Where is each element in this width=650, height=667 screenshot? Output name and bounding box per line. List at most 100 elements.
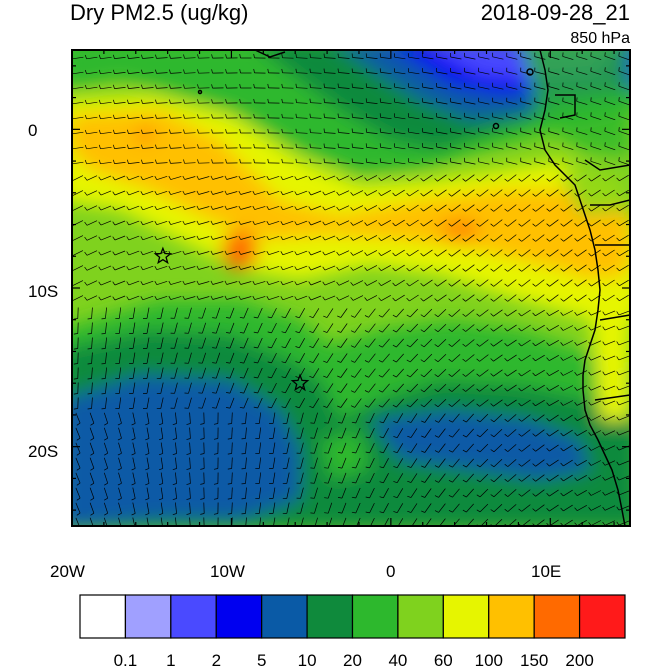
wind-barb-feather bbox=[616, 476, 620, 481]
wind-barb bbox=[451, 189, 461, 197]
wind-barb bbox=[451, 324, 461, 332]
wind-barb bbox=[436, 146, 448, 150]
wind-barb-feather bbox=[322, 206, 326, 211]
wind-barb-feather bbox=[132, 528, 136, 530]
wind-barb-feather bbox=[448, 388, 453, 392]
wind-barb bbox=[424, 443, 432, 453]
wind-barb-feather bbox=[407, 480, 412, 483]
wind-barb-feather bbox=[588, 268, 592, 272]
wind-barb-feather bbox=[84, 84, 87, 89]
wind-barb bbox=[89, 502, 95, 514]
wind-barb-feather bbox=[294, 236, 298, 241]
wind-barb bbox=[184, 132, 196, 134]
wind-barb bbox=[409, 279, 419, 287]
wind-barb bbox=[174, 322, 178, 334]
colorbar-label: 10 bbox=[298, 651, 317, 667]
wind-barb bbox=[576, 161, 588, 165]
wind-barb bbox=[314, 427, 318, 439]
wind-barb-feather bbox=[280, 281, 284, 285]
wind-barb bbox=[312, 323, 320, 333]
wind-barb bbox=[142, 117, 154, 119]
wind-barb bbox=[549, 219, 559, 227]
wind-barb bbox=[507, 309, 517, 317]
wind-barb bbox=[352, 162, 364, 164]
wind-barb-feather bbox=[532, 402, 536, 407]
wind-barb-feather bbox=[448, 238, 452, 242]
wind-barb bbox=[465, 264, 475, 272]
wind-barb bbox=[310, 132, 322, 134]
wind-barb-feather bbox=[588, 417, 592, 421]
wind-barb bbox=[300, 442, 304, 454]
wind-barb-feather bbox=[84, 99, 87, 104]
wind-barb-feather bbox=[267, 331, 272, 334]
wind-barb bbox=[604, 115, 616, 121]
wind-barb-feather bbox=[616, 341, 620, 346]
wind-barb-feather bbox=[267, 128, 269, 133]
wind-barb-feather bbox=[112, 114, 115, 119]
wind-barb bbox=[231, 487, 233, 499]
wind-barb bbox=[408, 86, 420, 90]
wind-barb bbox=[285, 383, 291, 393]
wind-barb-feather bbox=[476, 343, 480, 347]
wind-barb bbox=[352, 132, 364, 134]
wind-barb-feather bbox=[238, 220, 242, 225]
wind-barb bbox=[520, 101, 532, 105]
wind-barb bbox=[619, 294, 629, 302]
wind-barb bbox=[521, 279, 531, 287]
wind-barb-feather bbox=[364, 177, 368, 181]
wind-barb bbox=[338, 280, 350, 286]
wind-barb-feather bbox=[618, 127, 620, 132]
wind-barb bbox=[396, 368, 404, 378]
wind-barb-feather bbox=[239, 391, 244, 394]
wind-barb-feather bbox=[602, 207, 606, 212]
wind-barb bbox=[549, 294, 559, 302]
wind-barb bbox=[142, 220, 154, 226]
wind-barb-feather bbox=[490, 419, 495, 423]
wind-barb-feather bbox=[393, 481, 398, 484]
wind-barb-feather bbox=[560, 492, 564, 497]
wind-barb-feather bbox=[337, 330, 341, 333]
wind-barb bbox=[103, 457, 109, 469]
wind-barb bbox=[535, 324, 545, 332]
wind-barb-feather bbox=[490, 238, 494, 242]
wind-barb-feather bbox=[324, 422, 329, 424]
wind-barb-feather bbox=[158, 513, 163, 516]
wind-barb-feather bbox=[226, 362, 231, 364]
wind-barb bbox=[128, 205, 140, 211]
wind-barb-feather bbox=[196, 190, 200, 195]
wind-barb-feather bbox=[98, 84, 101, 89]
wind-barb-feather bbox=[364, 252, 368, 256]
wind-barb-feather bbox=[294, 221, 298, 226]
wind-barb bbox=[535, 264, 545, 272]
wind-barb-feather bbox=[84, 281, 88, 286]
wind-barb-feather bbox=[364, 297, 368, 301]
wind-barb-feather bbox=[213, 423, 218, 425]
wind-barb bbox=[383, 428, 389, 438]
wind-barb-feather bbox=[462, 464, 467, 468]
wind-barb-feather bbox=[546, 508, 550, 512]
wind-barb-feather bbox=[518, 178, 522, 182]
wind-barb bbox=[132, 427, 136, 439]
wind-barb-feather bbox=[182, 190, 186, 195]
wind-barb bbox=[142, 205, 154, 211]
wind-barb-feather bbox=[504, 493, 509, 497]
wind-barb-feather bbox=[602, 177, 606, 182]
wind-barb bbox=[369, 487, 375, 499]
wind-barb bbox=[296, 162, 308, 164]
wind-barb-feather bbox=[378, 177, 382, 181]
wind-barb-feather bbox=[197, 129, 199, 134]
wind-barb bbox=[174, 367, 178, 379]
wind-barb bbox=[86, 205, 98, 211]
wind-barb bbox=[100, 86, 112, 90]
wind-barb bbox=[409, 398, 419, 408]
wind-barb-feather bbox=[309, 128, 311, 133]
wind-barb-feather bbox=[602, 237, 606, 242]
wind-barb bbox=[451, 204, 461, 212]
wind-barb-feather bbox=[323, 405, 328, 408]
wind-barb bbox=[479, 294, 489, 302]
wind-barb bbox=[382, 398, 390, 408]
wind-barb bbox=[521, 249, 531, 257]
wind-barb-feather bbox=[490, 328, 494, 332]
wind-barb bbox=[591, 279, 601, 287]
wind-barb bbox=[156, 190, 168, 196]
